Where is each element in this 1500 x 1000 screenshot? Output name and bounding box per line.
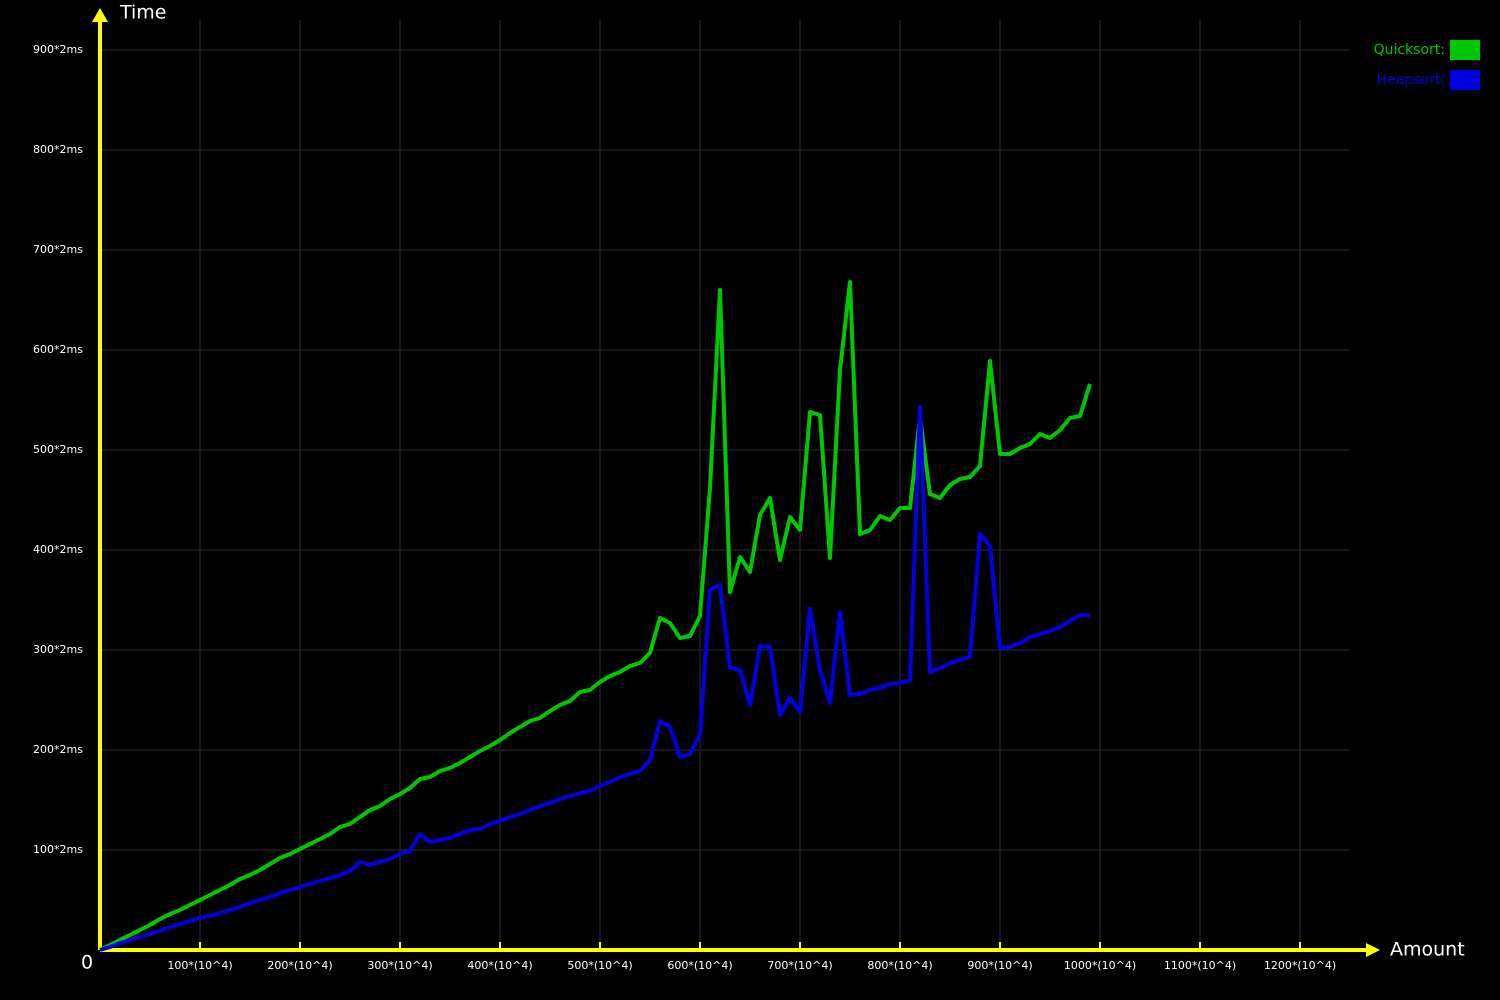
x-axis-label: Amount [1390,939,1465,961]
x-tick-label: 1000*(10^4) [1064,959,1136,972]
legend-swatch [1450,70,1480,90]
x-tick-label: 700*(10^4) [767,959,832,972]
y-axis-label: Time [119,2,167,24]
legend-label: Heapsort: [1377,72,1445,88]
y-tick-label: 400*2ms [33,543,83,556]
y-axis-arrow [92,8,108,22]
legend-label: Quicksort: [1374,42,1445,58]
y-tick-label: 200*2ms [33,743,83,756]
x-axis-arrow [1366,943,1380,957]
x-tick-label: 1200*(10^4) [1264,959,1336,972]
x-tick-label: 1100*(10^4) [1164,959,1236,972]
y-tick-label: 500*2ms [33,443,83,456]
x-tick-label: 500*(10^4) [567,959,632,972]
x-tick-label: 100*(10^4) [167,959,232,972]
y-tick-label: 700*2ms [33,243,83,256]
y-tick-label: 100*2ms [33,843,83,856]
x-tick-label: 900*(10^4) [967,959,1032,972]
y-tick-label: 800*2ms [33,143,83,156]
y-tick-label: 900*2ms [33,43,83,56]
y-tick-label: 600*2ms [33,343,83,356]
x-tick-label: 400*(10^4) [467,959,532,972]
x-tick-label: 600*(10^4) [667,959,732,972]
x-tick-label: 200*(10^4) [267,959,332,972]
x-tick-label: 300*(10^4) [367,959,432,972]
y-tick-label: 300*2ms [33,643,83,656]
series-line [99,280,1092,952]
origin-label: 0 [81,952,93,974]
x-tick-label: 800*(10^4) [867,959,932,972]
legend-swatch [1450,40,1480,60]
series-line [99,405,1090,952]
